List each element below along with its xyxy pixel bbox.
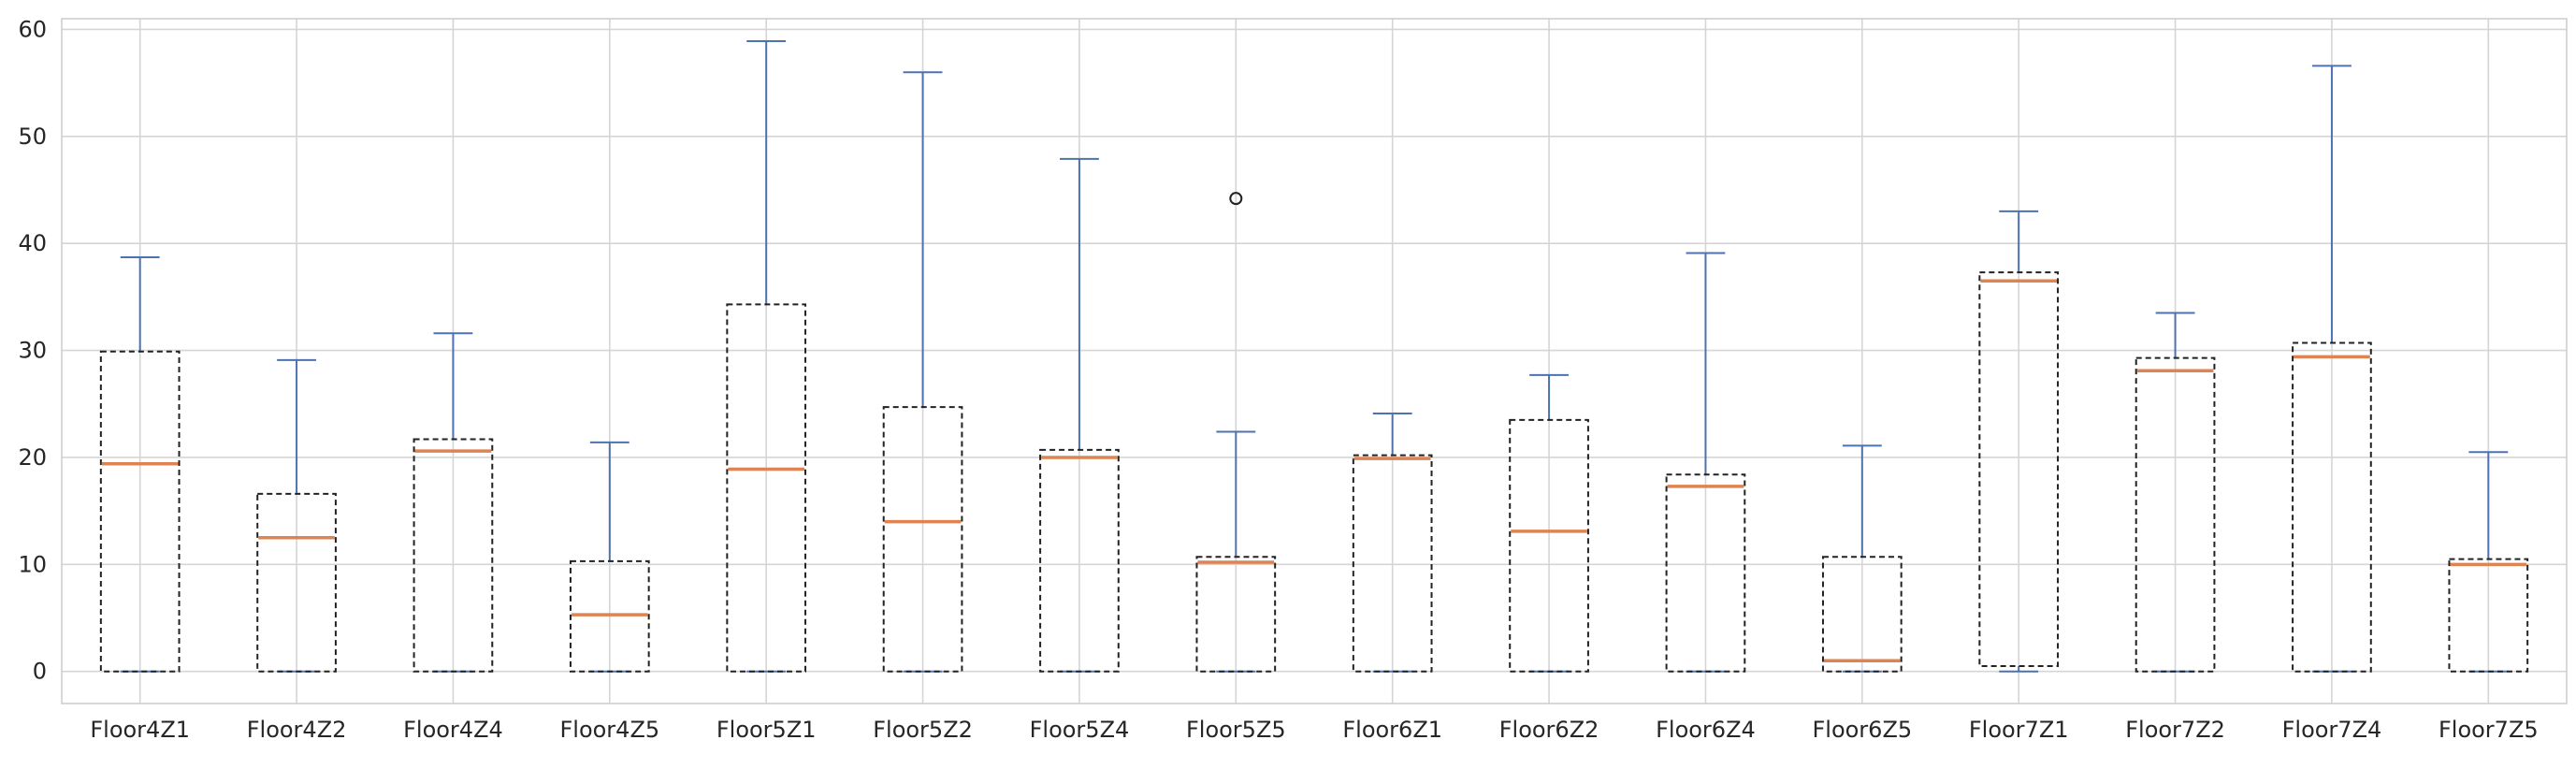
x-tick-label: Floor6Z1: [1342, 717, 1442, 743]
box-Floor5Z5: [1195, 192, 1277, 673]
box-iqr: [1978, 271, 2060, 667]
box-Floor7Z4: [2292, 65, 2372, 673]
y-tick-label: 50: [18, 123, 47, 150]
box-iqr: [2448, 558, 2529, 673]
box-iqr: [1195, 556, 1277, 673]
y-tick-label: 20: [18, 444, 47, 471]
x-tick-label: Floor6Z5: [1812, 717, 1912, 743]
box-iqr: [1039, 448, 1120, 673]
y-tick-label: 40: [18, 230, 47, 256]
x-tick-label: Floor4Z2: [247, 717, 347, 743]
y-tick-label: 60: [18, 16, 47, 42]
y-tick-label: 30: [18, 338, 47, 364]
box-iqr: [1509, 418, 1589, 673]
x-tick-label: Floor5Z4: [1030, 717, 1130, 743]
box-Floor4Z4: [412, 332, 494, 673]
box-Floor4Z2: [256, 358, 337, 673]
outlier-point: [1229, 192, 1243, 206]
box-iqr: [2292, 341, 2372, 673]
x-tick-label: Floor5Z1: [716, 717, 817, 743]
x-tick-label: Floor6Z2: [1499, 717, 1599, 743]
box-Floor5Z2: [882, 71, 963, 673]
box-Floor6Z2: [1509, 373, 1589, 673]
x-tick-label: Floor7Z4: [2282, 717, 2382, 743]
box-iqr: [882, 406, 963, 673]
boxes: [99, 40, 2529, 673]
x-tick-label: Floor7Z2: [2125, 717, 2225, 743]
grid: [62, 19, 2567, 704]
x-tick-label: Floor5Z5: [1186, 717, 1286, 743]
box-Floor6Z4: [1665, 252, 1746, 673]
x-axis-tick-labels: Floor4Z1 Floor4Z2 Floor4Z4 Floor4Z5 Floor5Z1…: [90, 717, 2538, 743]
box-iqr: [569, 559, 650, 673]
box-iqr: [2135, 356, 2216, 673]
x-tick-label: Floor5Z2: [873, 717, 973, 743]
box-Floor6Z1: [1352, 413, 1433, 673]
box-Floor5Z4: [1039, 157, 1120, 673]
x-tick-label: Floor6Z4: [1656, 717, 1756, 743]
x-tick-label: Floor4Z4: [403, 717, 503, 743]
box-iqr: [99, 350, 181, 673]
plot-area: [61, 18, 2568, 704]
box-iqr: [412, 438, 494, 673]
y-tick-label: 10: [18, 551, 47, 577]
x-tick-label: Floor4Z5: [559, 717, 659, 743]
y-tick-label: 0: [33, 659, 47, 685]
box-Floor5Z1: [726, 40, 807, 673]
box-iqr: [1821, 556, 1903, 673]
x-tick-label: Floor7Z5: [2439, 717, 2539, 743]
y-axis-tick-labels: 0 10 20 30 40 50 60: [18, 16, 47, 684]
box-iqr: [726, 303, 807, 673]
box-Floor7Z5: [2448, 451, 2529, 673]
box-iqr: [256, 492, 337, 673]
box-Floor7Z2: [2135, 312, 2216, 673]
box-iqr: [1352, 454, 1433, 673]
box-Floor6Z5: [1821, 444, 1903, 673]
box-Floor4Z1: [99, 256, 181, 673]
x-tick-label: Floor4Z1: [90, 717, 190, 743]
x-tick-label: Floor7Z1: [1969, 717, 2069, 743]
box-iqr: [1665, 473, 1746, 673]
box-Floor7Z1: [1978, 210, 2060, 673]
box-Floor4Z5: [569, 441, 650, 673]
